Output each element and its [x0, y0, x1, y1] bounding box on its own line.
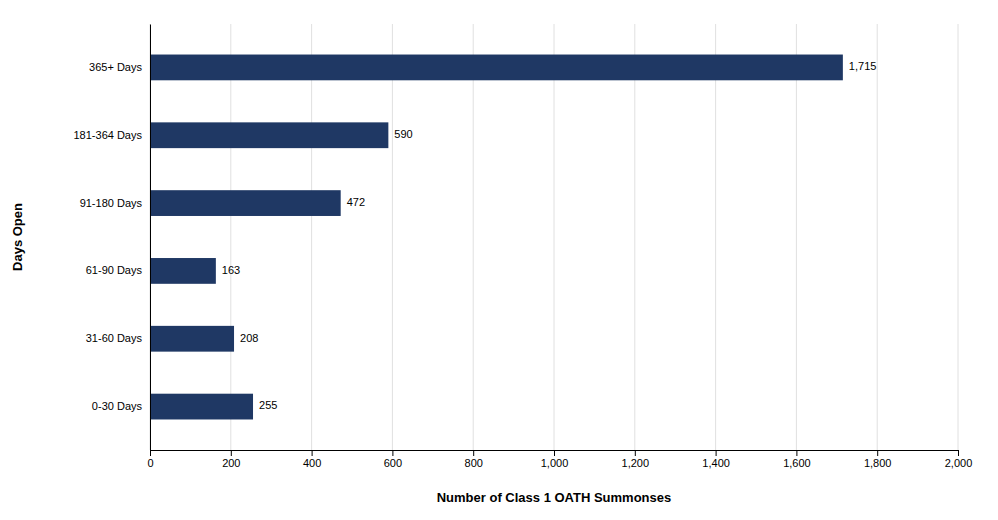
bar	[150, 394, 253, 420]
x-tick-label: 600	[384, 457, 402, 469]
x-tick: 2,000	[945, 450, 973, 469]
x-tick-mark	[312, 450, 313, 456]
plot: 0 200 400 600 800 1,000 1,200 1,400 1,600 1,800 2,…	[74, 24, 973, 469]
x-tick-mark	[392, 450, 393, 456]
data-labels: 1,715 590 472 163 208 255	[222, 60, 877, 411]
y-tick: 181-364 Days	[74, 129, 151, 141]
x-tick-mark	[150, 450, 151, 456]
data-label: 255	[259, 399, 277, 411]
y-tick-label: 31-60 Days	[86, 332, 143, 344]
x-tick-label: 0	[147, 457, 153, 469]
grid-line	[554, 24, 555, 450]
x-axis: 0 200 400 600 800 1,000 1,200 1,400 1,600 1,800 2,…	[147, 450, 972, 469]
grid-line	[230, 24, 231, 450]
x-axis-title: Number of Class 1 OATH Summonses	[437, 490, 672, 505]
grid-line	[634, 24, 635, 450]
y-tick-label: 91-180 Days	[80, 197, 143, 209]
x-tick-label: 1,800	[864, 457, 892, 469]
x-tick: 1,800	[864, 450, 892, 469]
bar	[150, 122, 388, 148]
x-tick: 200	[222, 450, 240, 469]
bars	[150, 55, 843, 420]
grid-line	[311, 24, 312, 450]
x-tick-mark	[554, 450, 555, 456]
data-label: 590	[394, 128, 412, 140]
x-tick-mark	[231, 450, 232, 456]
grid	[150, 24, 958, 450]
x-tick-mark	[635, 450, 636, 456]
x-tick-mark	[958, 450, 959, 456]
x-tick-label: 2,000	[945, 457, 973, 469]
x-tick-mark	[796, 450, 797, 456]
x-tick-mark	[473, 450, 474, 456]
y-axis-title: Days Open	[10, 203, 25, 271]
x-tick: 0	[147, 450, 153, 469]
x-tick-label: 800	[465, 457, 483, 469]
data-label: 163	[222, 264, 240, 276]
x-tick-mark	[716, 450, 717, 456]
grid-line	[392, 24, 393, 450]
bar	[150, 55, 843, 81]
y-tick-label: 181-364 Days	[74, 129, 143, 141]
data-label: 1,715	[849, 60, 877, 72]
y-axis: 365+ Days 181-364 Days 91-180 Days 61-90 Da…	[74, 25, 151, 451]
x-tick-label: 1,400	[702, 457, 730, 469]
y-tick: 61-90 Days	[86, 264, 150, 276]
x-tick-label: 1,200	[622, 457, 650, 469]
x-tick: 400	[303, 450, 321, 469]
grid-line	[150, 24, 151, 450]
bar	[150, 190, 341, 216]
x-tick-label: 1,000	[541, 457, 569, 469]
bar	[150, 258, 216, 284]
x-tick: 1,400	[702, 450, 730, 469]
grid-line	[877, 24, 878, 450]
bar	[150, 326, 234, 352]
x-tick: 1,200	[622, 450, 650, 469]
grid-line	[473, 24, 474, 450]
x-tick-mark	[877, 450, 878, 456]
y-tick: 365+ Days	[89, 61, 150, 73]
grid-line	[958, 24, 959, 450]
x-tick-label: 1,600	[783, 457, 811, 469]
y-tick: 0-30 Days	[92, 400, 150, 412]
data-label: 472	[347, 196, 365, 208]
y-tick-label: 365+ Days	[89, 61, 142, 73]
x-tick: 1,000	[541, 450, 569, 469]
y-tick-label: 0-30 Days	[92, 400, 143, 412]
grid-line	[715, 24, 716, 450]
y-axis-line	[150, 25, 151, 451]
x-tick: 1,600	[783, 450, 811, 469]
chart-svg: 0 200 400 600 800 1,000 1,200 1,400 1,600 1,800 2,…	[0, 0, 998, 520]
x-tick: 600	[384, 450, 402, 469]
y-tick: 31-60 Days	[86, 332, 150, 344]
x-tick: 800	[465, 450, 483, 469]
x-tick-label: 400	[303, 457, 321, 469]
x-axis-line	[151, 451, 959, 457]
data-label: 208	[240, 332, 258, 344]
y-tick: 91-180 Days	[80, 197, 150, 209]
chart-container: 0 200 400 600 800 1,000 1,200 1,400 1,600 1,800 2,…	[0, 0, 998, 520]
x-tick-label: 200	[222, 457, 240, 469]
y-tick-label: 61-90 Days	[86, 264, 143, 276]
grid-line	[796, 24, 797, 450]
